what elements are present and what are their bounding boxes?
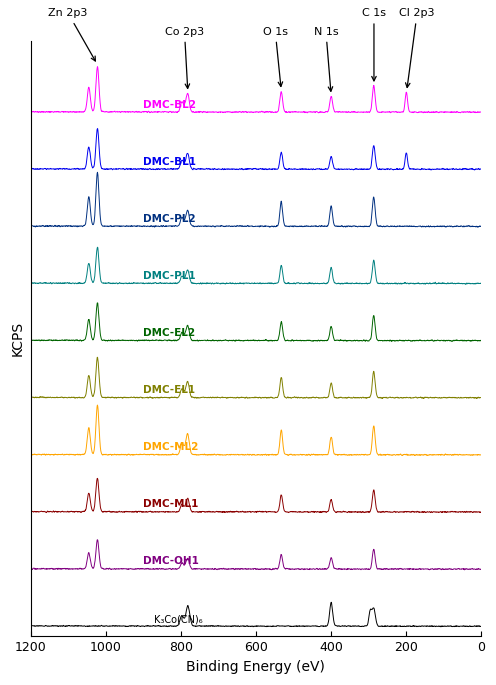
Text: DMC-EL2: DMC-EL2: [143, 328, 195, 338]
Y-axis label: KCPS: KCPS: [11, 321, 25, 356]
Text: Cl 2p3: Cl 2p3: [399, 8, 435, 88]
Text: DMC-BL2: DMC-BL2: [143, 99, 196, 110]
Text: Co 2p3: Co 2p3: [165, 27, 204, 88]
X-axis label: Binding Energy (eV): Binding Energy (eV): [186, 660, 325, 674]
Text: DMC-EL1: DMC-EL1: [143, 385, 195, 395]
Text: DMC-OH1: DMC-OH1: [143, 556, 199, 566]
Text: DMC-PL1: DMC-PL1: [143, 271, 196, 281]
Text: Zn 2p3: Zn 2p3: [49, 8, 95, 61]
Text: K₃Co(CN)₆: K₃Co(CN)₆: [154, 614, 203, 624]
Text: N 1s: N 1s: [313, 27, 338, 91]
Text: DMC-ML1: DMC-ML1: [143, 499, 198, 510]
Text: O 1s: O 1s: [263, 27, 288, 86]
Text: C 1s: C 1s: [362, 8, 386, 81]
Text: DMC-PL2: DMC-PL2: [143, 214, 196, 224]
Text: DMC-BL1: DMC-BL1: [143, 157, 196, 166]
Text: DMC-ML2: DMC-ML2: [143, 443, 198, 452]
